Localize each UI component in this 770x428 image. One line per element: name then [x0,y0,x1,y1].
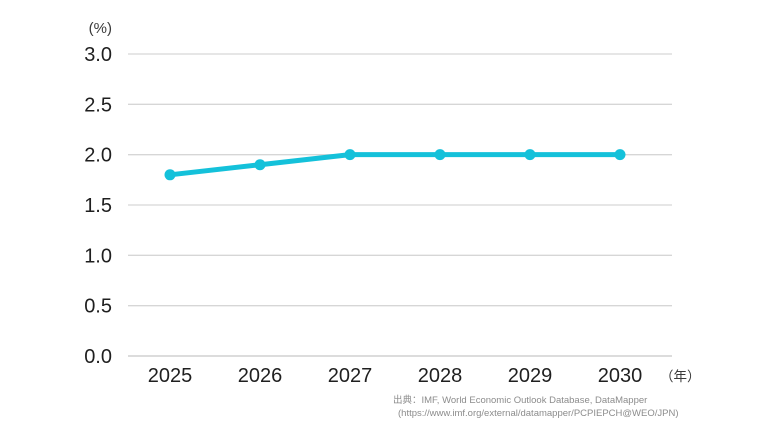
y-tick-label: 2.0 [84,145,112,167]
data-point-2028 [434,149,446,161]
y-tick-label: 3.0 [84,44,112,66]
data-point-2029 [524,149,536,161]
source-citation: 出典：IMF, World Economic Outlook Database,… [393,394,678,420]
source-text-line2: (https://www.imf.org/external/datamapper… [398,408,679,419]
x-axis-unit-label: （年） [660,369,701,384]
data-point-2030 [614,149,626,161]
y-tick-label: 0.5 [84,296,112,318]
y-tick-label: 2.5 [84,94,112,116]
x-tick-label: 2027 [328,365,373,387]
data-point-2027 [344,149,356,161]
x-tick-label: 2030 [598,365,643,387]
data-line [167,152,623,178]
x-tick-label: 2029 [508,365,553,387]
data-point-2026 [254,159,266,171]
y-tick-label: 1.0 [84,245,112,267]
data-point-2025 [164,169,176,181]
x-tick-label: 2028 [418,365,463,387]
y-axis-unit-label: (%) [89,20,112,37]
y-tick-label: 1.5 [84,195,112,217]
x-tick-label: 2026 [238,365,283,387]
y-tick-label: 0.0 [84,346,112,368]
source-text-line1: 出典：IMF, World Economic Outlook Database,… [393,395,648,406]
x-tick-label: 2025 [148,365,193,387]
